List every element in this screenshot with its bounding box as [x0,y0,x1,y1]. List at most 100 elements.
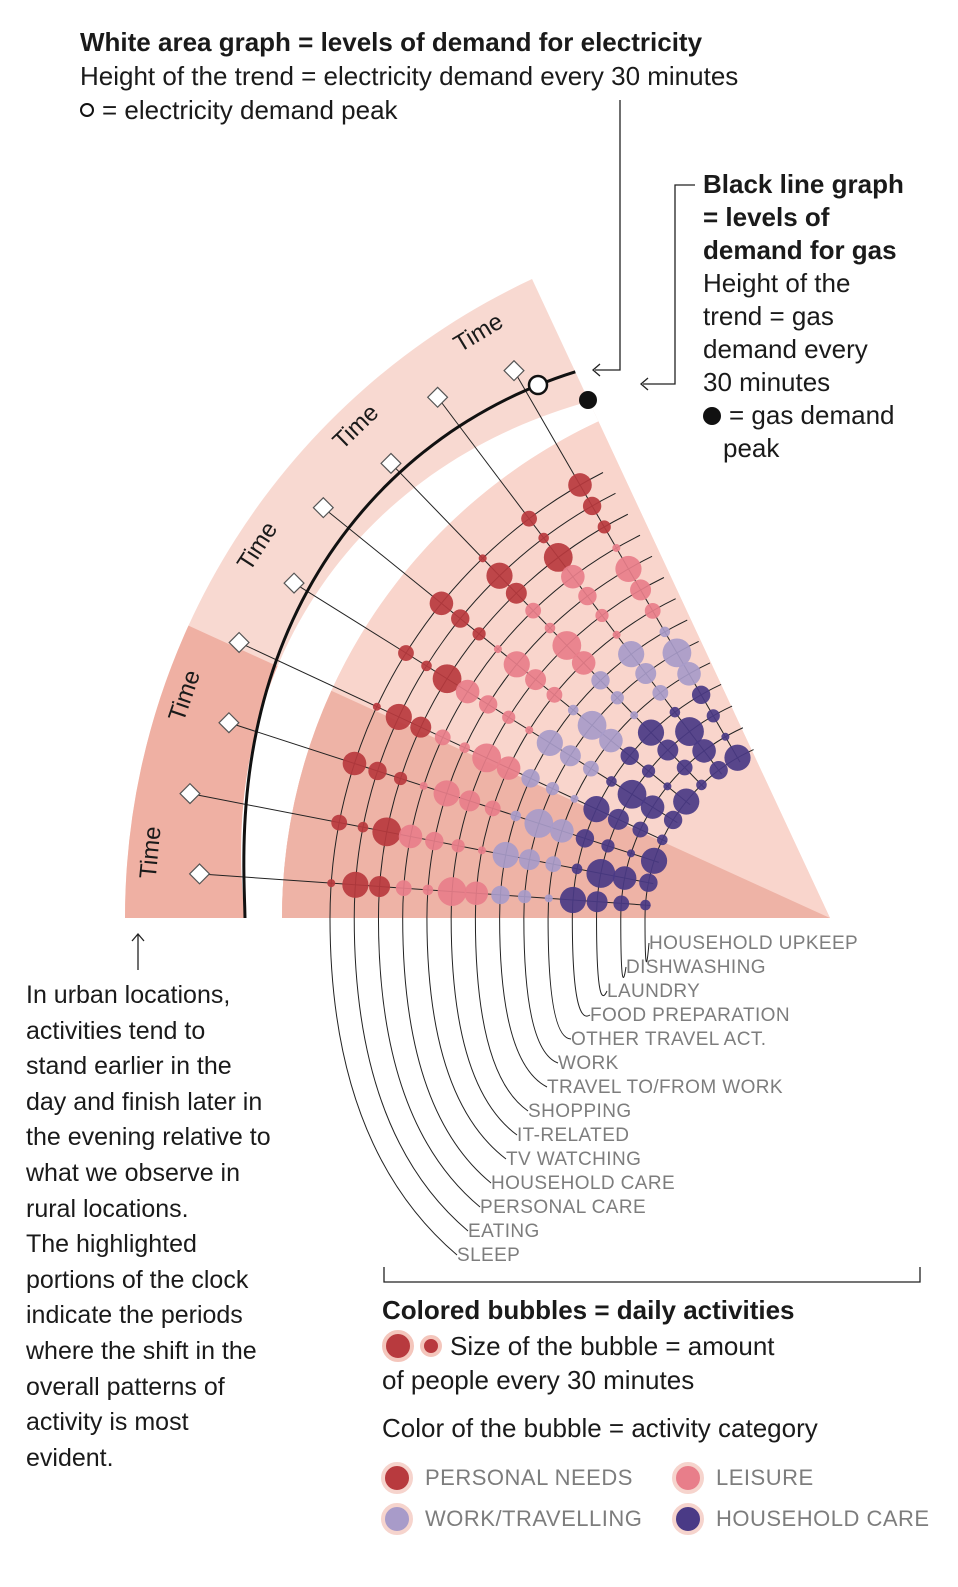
gas-legend-title-3: demand for gas [703,235,897,265]
activity-bubble [493,645,502,654]
activity-bubble [582,496,602,516]
activity-bubble [437,877,467,906]
activity-bubble [640,899,651,911]
activity-leader [426,917,507,1160]
activity-bubble [639,873,658,892]
activity-bubble [620,746,639,766]
activity-bubble [486,562,513,589]
activity-bubble [434,729,451,746]
urban-note-line: what we observe in [26,1158,241,1187]
urban-note-line: activity is most [26,1408,189,1437]
activity-bubble [673,788,700,815]
activity-label: FOOD PREPARATION [590,1005,790,1026]
activity-bubble [570,794,579,803]
activity-leader [620,917,627,978]
activity-bubble [583,795,610,823]
activity-bubble [586,859,616,888]
arrow-icon [592,363,601,377]
bubble-legend-title: Colored bubbles = daily activities [382,1295,795,1325]
activity-bubble [575,829,595,848]
urban-note-line: overall patterns of [26,1372,225,1401]
category-label: LEISURE [716,1465,814,1490]
electricity-peak-marker [527,374,549,396]
bubble-legend: Colored bubbles = daily activities Size … [382,1293,818,1445]
time-diamond [503,359,525,382]
activity-bubble [663,782,672,791]
activity-bubble [657,834,668,846]
activity-bubble [669,706,681,718]
gas-peak-legend: = gas demand [703,399,904,432]
urban-note-line: indicate the periods [26,1301,243,1330]
bubble-size-row: Size of the bubble = amount [382,1329,818,1363]
activity-bubble [721,732,730,741]
activity-bubble [618,641,645,668]
activity-label: PERSONAL CARE [480,1197,646,1218]
activity-bubble [410,716,432,738]
activity-bubble [517,890,532,904]
activity-bubble [607,808,629,830]
activity-leader [571,917,591,1017]
activity-leader [596,917,608,997]
activity-bubble [657,739,679,761]
activity-leader [499,917,548,1088]
activity-bubble [521,510,537,527]
activity-bubble [459,790,481,812]
urban-note-line: The highlighted [26,1230,197,1259]
activity-bubble [612,866,637,890]
activity-leader [523,917,559,1064]
urban-note-line: the evening relative to [26,1123,271,1152]
arrow-icon [640,377,649,391]
bubble-size-text-2: of people every 30 minutes [382,1365,695,1395]
activity-bubble [492,841,519,869]
activity-bubble [503,651,530,678]
activity-bubble [385,703,412,731]
activity-bubble [544,894,553,903]
activity-bubble [398,824,423,849]
activity-label: TV WATCHING [506,1149,641,1170]
activity-bubble [369,876,391,898]
electricity-legend-title: White area graph = levels of demand for … [80,27,703,57]
urban-note-line: stand earlier in the [26,1052,232,1081]
activity-bubble [627,849,636,858]
electricity-legend: White area graph = levels of demand for … [80,25,738,127]
activity-bubble [521,769,540,788]
activity-leader [353,917,469,1232]
gas-legend-body-4: 30 minutes [703,367,831,397]
electricity-peak-text: = electricity demand peak [102,95,398,125]
activity-leader [474,917,529,1112]
work-swatch-icon [381,1503,413,1535]
activity-bubble [425,831,444,851]
urban-note-line: In urban locations, [26,981,231,1009]
urban-note-line: activities tend to [26,1016,206,1045]
gas-peak-text-1: = gas demand [729,400,895,430]
activity-bubble [464,881,489,906]
urban-note-line: day and finish later in [26,1087,263,1116]
activity-bubble [395,880,412,897]
activity-bubble [544,622,556,634]
activity-bubble [510,810,522,822]
activity-bubble [641,764,656,778]
activity-bubble [640,847,668,874]
gas-legend-body-2: trend = gas [703,301,834,331]
activity-bubble [586,891,608,913]
activity-bubble [518,849,540,871]
activity-bubble [632,821,649,838]
activity-bubble [561,564,585,589]
activity-bubble [525,726,534,735]
activity-bubble [357,821,369,833]
activity-bubble [543,542,573,572]
annotations [131,100,921,1283]
activity-bubble [536,729,563,757]
activity-leader [450,917,518,1136]
activity-bubble [644,602,661,619]
activity-bubble [393,771,408,786]
activity-label: SLEEP [457,1245,520,1266]
activity-bubble [652,684,669,701]
category-household-care: HOUSEHOLD CARE [672,1503,930,1535]
activity-bubble [433,780,460,807]
time-diamond [312,496,335,519]
activity-bubble [419,781,428,790]
electricity-legend-line1: Height of the trend = electricity demand… [80,61,739,91]
category-label: WORK/TRAVELLING [425,1506,643,1531]
